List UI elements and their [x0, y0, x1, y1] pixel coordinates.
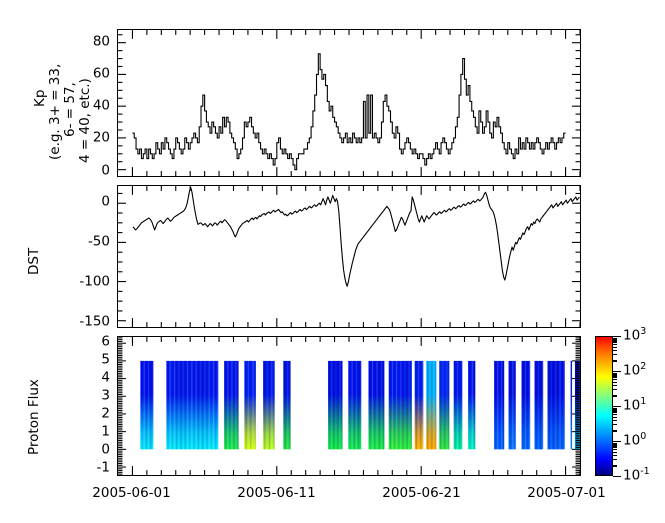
- colorbar-minor-tick: [613, 454, 617, 457]
- colorbar-minor-tick: [613, 413, 617, 415]
- colorbar-minor-tick: [613, 424, 617, 426]
- colorbar-minor-tick: [613, 343, 617, 345]
- colorbar-minor-tick: [613, 337, 617, 339]
- dst-y-tick-label: -50: [87, 233, 110, 250]
- colorbar-minor-tick: [613, 376, 617, 378]
- proton-flux-y-tick-label: 4: [101, 369, 110, 386]
- kp-axis-title-line3: 6- = 57,: [62, 82, 78, 137]
- colorbar-minor-tick: [613, 459, 617, 461]
- colorbar-minor-tick: [613, 374, 617, 376]
- colorbar-tick-label: 102: [623, 360, 647, 379]
- colorbar-tick-label: 101: [623, 395, 647, 414]
- colorbar-minor-tick: [613, 407, 617, 409]
- colorbar-minor-tick: [613, 349, 617, 352]
- colorbar-minor-tick: [613, 465, 617, 467]
- dst-axis-title: DST: [26, 247, 42, 275]
- x-axis-tick-label: 2005-06-01: [92, 485, 171, 501]
- kp-axis-title-line2: (e.g. 3+ = 33,: [47, 63, 63, 160]
- colorbar-tick-label: 100: [623, 430, 647, 449]
- colorbar-minor-tick: [613, 448, 617, 450]
- proton-flux-y-tick-label: 5: [101, 351, 110, 368]
- colorbar-minor-tick: [613, 360, 617, 362]
- colorbar-minor-tick: [613, 395, 617, 397]
- colorbar-minor-tick: [613, 389, 617, 391]
- proton-flux-y-tick-label: 1: [101, 423, 110, 440]
- colorbar-major-tick: [613, 441, 621, 443]
- colorbar-major-tick: [613, 336, 621, 338]
- kp-y-tick-label: 80: [92, 33, 110, 50]
- kp-axis-title-line4: 4 = 40, etc.): [77, 78, 93, 163]
- dst-y-tick-label: -100: [79, 273, 110, 290]
- proton-flux-y-tick-label: 3: [101, 387, 110, 404]
- colorbar-minor-tick: [613, 419, 617, 422]
- kp-y-tick-label: 60: [92, 65, 110, 82]
- colorbar-minor-tick: [613, 339, 617, 341]
- colorbar-minor-tick: [613, 451, 617, 453]
- colorbar-minor-tick: [613, 346, 617, 348]
- dst-series: [118, 186, 580, 327]
- colorbar-minor-tick: [613, 409, 617, 411]
- dst-y-tick-label: -150: [79, 312, 110, 329]
- colorbar-tick-label: 103: [623, 325, 647, 344]
- dst-panel: [117, 185, 581, 328]
- colorbar-minor-tick: [613, 442, 617, 444]
- proton-flux-y-tick-label: -1: [96, 459, 110, 476]
- kp-panel: [117, 29, 581, 177]
- colorbar-minor-tick: [613, 354, 617, 356]
- colorbar-major-tick: [613, 476, 621, 478]
- colorbar-minor-tick: [613, 446, 617, 448]
- colorbar-minor-tick: [613, 378, 617, 380]
- dst-y-tick-label: 0: [101, 193, 110, 210]
- colorbar-major-tick: [613, 371, 621, 373]
- colorbar-minor-tick: [613, 416, 617, 418]
- colorbar-minor-tick: [613, 430, 617, 432]
- proton-flux-colorbar: [595, 336, 613, 476]
- proton-flux-y-tick-label: 6: [101, 333, 110, 350]
- kp-series: [118, 30, 580, 176]
- proton-flux-spectrogram: [118, 337, 580, 475]
- x-axis-tick-label: 2005-06-11: [237, 485, 316, 501]
- proton-flux-panel: [117, 336, 581, 476]
- kp-axis-title-line1: Kp: [32, 89, 48, 107]
- x-axis-tick-label: 2005-07-01: [527, 485, 606, 501]
- proton-flux-y-tick-label: 0: [101, 441, 110, 458]
- colorbar-minor-tick: [613, 384, 617, 387]
- kp-y-tick-label: 40: [92, 97, 110, 114]
- proton-flux-y-tick-label: 2: [101, 405, 110, 422]
- colorbar-minor-tick: [613, 341, 617, 343]
- colorbar-minor-tick: [613, 381, 617, 383]
- colorbar-minor-tick: [613, 411, 617, 413]
- colorbar-tick-label: 10-1: [623, 465, 650, 484]
- colorbar-minor-tick: [613, 444, 617, 446]
- colorbar-major-tick: [613, 406, 621, 408]
- proton-flux-axis-title: Proton Flux: [26, 379, 42, 455]
- kp-y-tick-label: 0: [101, 161, 110, 178]
- kp-y-tick-label: 20: [92, 129, 110, 146]
- x-axis-tick-label: 2005-06-21: [382, 485, 461, 501]
- colorbar-minor-tick: [613, 372, 617, 374]
